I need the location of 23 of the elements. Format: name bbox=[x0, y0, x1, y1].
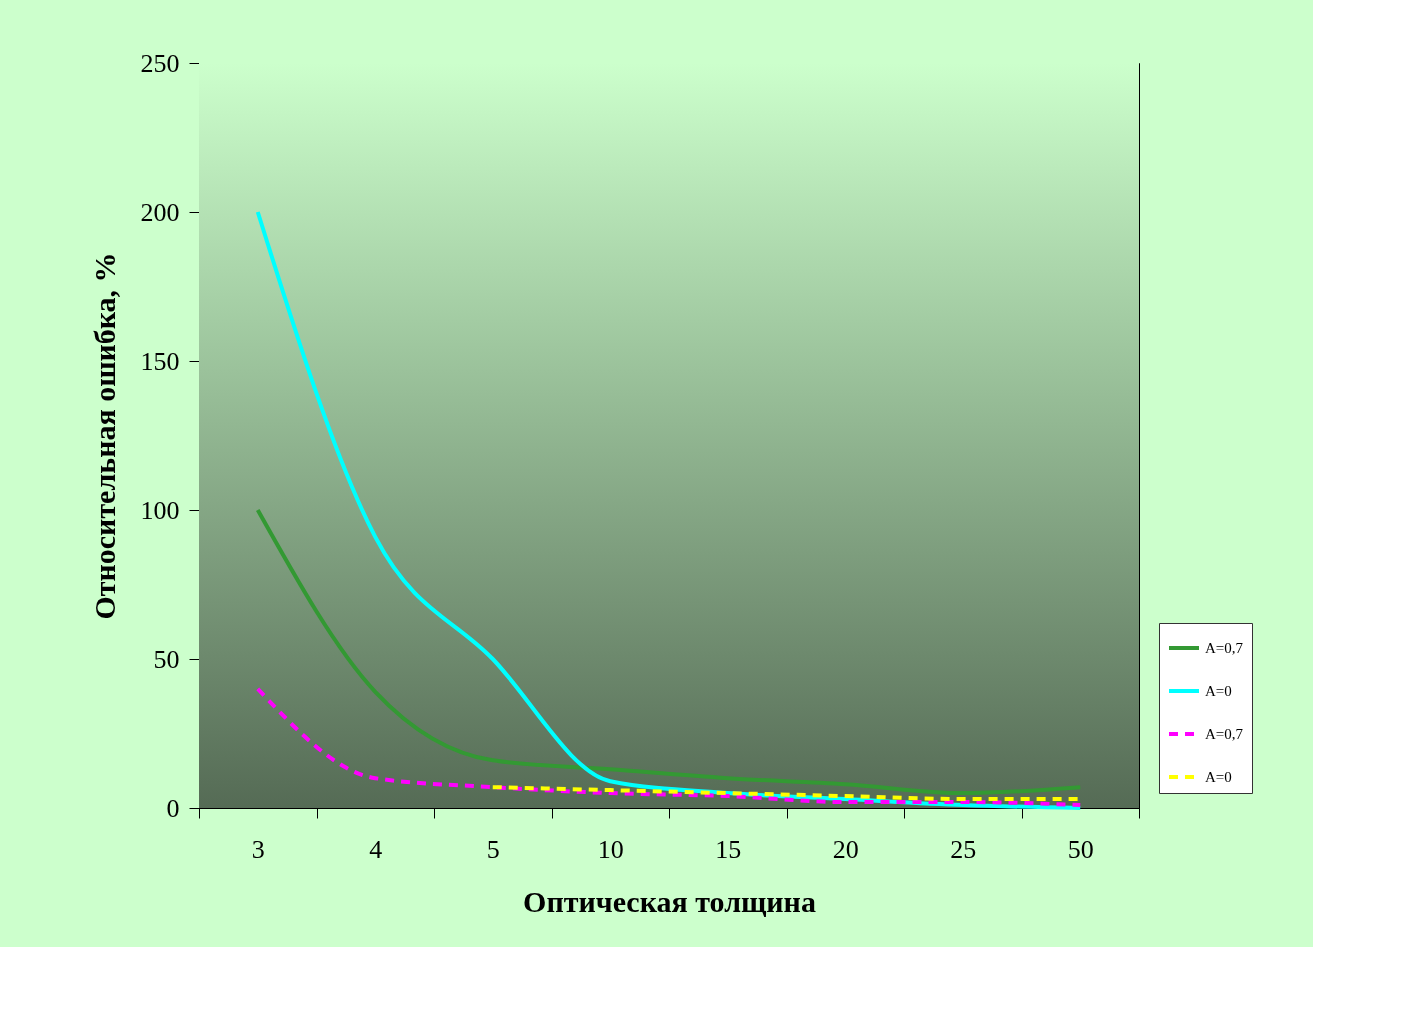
y-tick-label: 50 bbox=[153, 644, 180, 674]
y-tick-label: 250 bbox=[140, 48, 180, 78]
y-tick-label: 0 bbox=[166, 793, 180, 823]
x-tick-label: 15 bbox=[715, 834, 742, 864]
legend-label: A=0,7 bbox=[1205, 726, 1244, 742]
y-tick-label: 200 bbox=[140, 197, 180, 227]
x-tick-label: 50 bbox=[1067, 834, 1094, 864]
x-tick-label: 20 bbox=[832, 834, 859, 864]
x-tick-label: 3 bbox=[251, 834, 265, 864]
legend-label: A=0,7 bbox=[1205, 640, 1244, 656]
line-series bbox=[255, 686, 1083, 808]
x-tick-label: 10 bbox=[597, 834, 624, 864]
x-tick-label: 25 bbox=[950, 834, 977, 864]
y-axis-title: Относительная ошибка, % bbox=[87, 252, 121, 620]
line-series bbox=[255, 508, 1083, 796]
x-tick-label: 5 bbox=[486, 834, 500, 864]
line-series bbox=[255, 210, 1083, 810]
legend-label: A=0 bbox=[1205, 769, 1232, 785]
y-tick-label: 100 bbox=[140, 495, 180, 525]
legend-label: A=0 bbox=[1205, 683, 1232, 699]
x-tick-label: 4 bbox=[369, 834, 383, 864]
x-axis-title: Оптическая толщина bbox=[523, 884, 816, 918]
y-tick-label: 150 bbox=[140, 346, 180, 376]
